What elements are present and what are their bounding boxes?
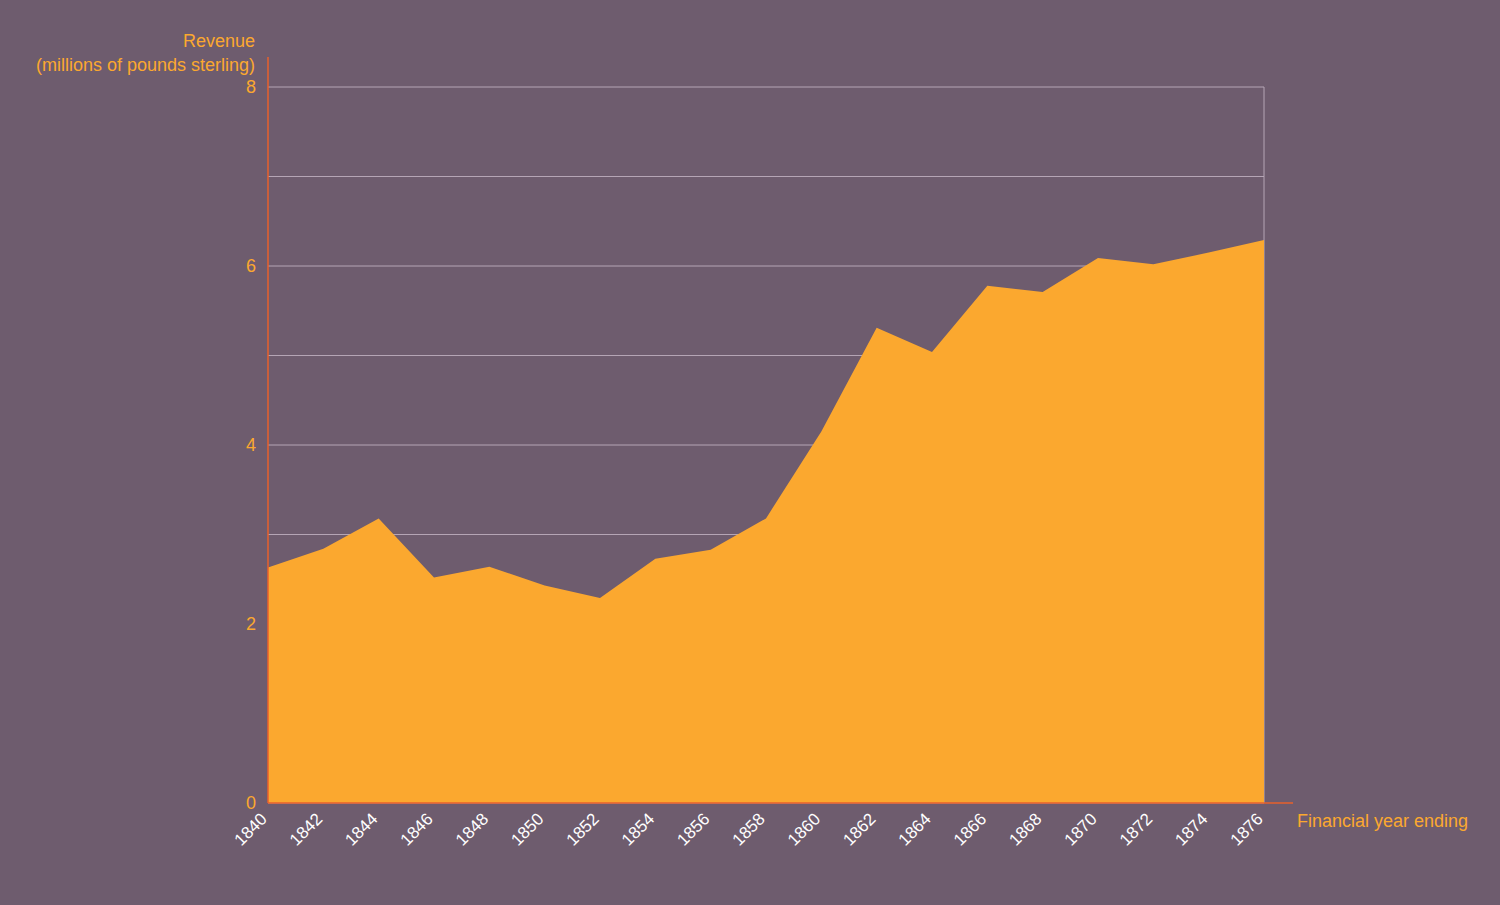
x-axis-title: Financial year ending xyxy=(1297,811,1468,831)
x-tick-label: 1866 xyxy=(950,809,990,849)
grid-line xyxy=(268,87,1264,88)
y-axis-title-line: Revenue xyxy=(183,31,255,51)
y-tick-label: 8 xyxy=(246,77,256,97)
plot-area xyxy=(268,240,1264,803)
x-tick-label: 1846 xyxy=(397,809,437,849)
x-axis xyxy=(268,802,1293,804)
y-axis-title: Revenue (millions of pounds sterling) xyxy=(36,31,255,75)
x-tick-label: 1862 xyxy=(839,809,879,849)
x-tick-label: 1854 xyxy=(618,809,658,849)
background xyxy=(0,0,1500,905)
x-tick-label: 1874 xyxy=(1171,809,1211,849)
x-tick-label: 1840 xyxy=(231,809,271,849)
x-tick-label: 1856 xyxy=(673,809,713,849)
y-axis xyxy=(267,57,269,803)
grid-line xyxy=(268,176,1264,177)
x-tick-label: 1844 xyxy=(341,809,381,849)
x-tick-label: 1842 xyxy=(286,809,326,849)
y-tick-label: 4 xyxy=(246,435,256,455)
x-tick-label: 1850 xyxy=(507,809,547,849)
x-tick-label: 1872 xyxy=(1116,809,1156,849)
x-tick-label: 1870 xyxy=(1061,809,1101,849)
x-tick-label: 1860 xyxy=(784,809,824,849)
y-tick-label: 2 xyxy=(246,614,256,634)
chart: 0 2 4 6 8 1840 1842 1844 1846 1848 1850 1852 1854 185… xyxy=(0,0,1500,905)
y-tick-label: 0 xyxy=(246,793,256,813)
y-axis-title-line: (millions of pounds sterling) xyxy=(36,55,255,75)
area xyxy=(268,240,1264,803)
y-tick-label: 6 xyxy=(246,256,256,276)
x-tick-label: 1852 xyxy=(563,809,603,849)
x-tick-label: 1868 xyxy=(1005,809,1045,849)
x-tick-label: 1858 xyxy=(729,809,769,849)
x-tick-label: 1876 xyxy=(1227,809,1267,849)
x-tick-label: 1864 xyxy=(895,809,935,849)
x-tick-label: 1848 xyxy=(452,809,492,849)
